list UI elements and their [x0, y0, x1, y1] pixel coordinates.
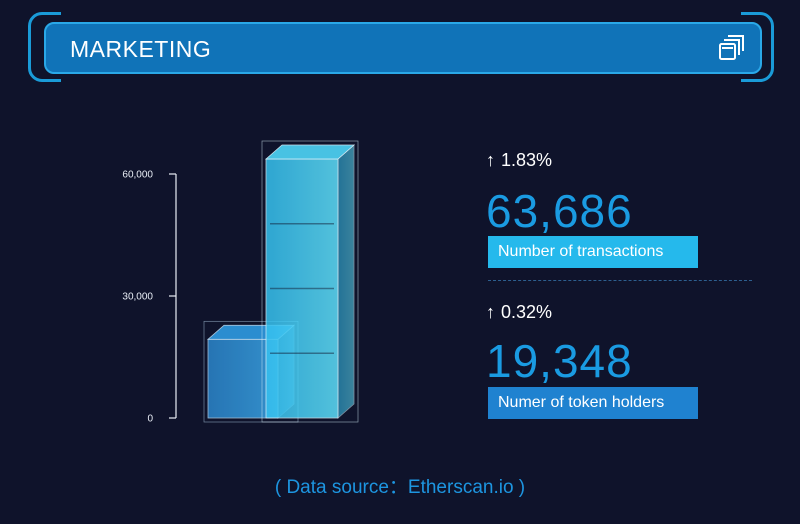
frame-gap: [61, 11, 741, 16]
page-title: MARKETING: [70, 36, 212, 62]
bar: [261, 140, 359, 423]
bar-top: [264, 144, 356, 160]
transactions-change-value: 1.83%: [501, 150, 553, 170]
header-bar: MARKETING: [44, 22, 762, 74]
y-tick-label: 60,000: [122, 170, 153, 181]
y-axis: 0 30,000 60,000: [122, 170, 177, 425]
holders-value: 19,348: [486, 335, 633, 387]
holders-change: ↑ 0.32%: [486, 302, 552, 323]
y-tick-label: 0: [147, 414, 153, 425]
transactions-label: Number of transactions: [488, 236, 698, 268]
transactions-value: 63,686: [486, 185, 633, 237]
data-source: ( Data source：Etherscan.io ): [274, 477, 526, 498]
bar-wireframe: [261, 140, 359, 423]
arrow-up-icon: ↑: [486, 150, 495, 170]
divider: [488, 280, 752, 281]
transactions-change: ↑ 1.83%: [486, 150, 552, 171]
arrow-up-icon: ↑: [486, 302, 495, 322]
copy-windows-icon[interactable]: [716, 34, 746, 64]
holders-label: Numer of token holders: [488, 387, 698, 419]
header-frame: [28, 11, 774, 83]
bar-side: [337, 144, 355, 419]
bar-front: [265, 158, 339, 419]
bars: [203, 140, 359, 423]
frame-gap: [61, 78, 741, 83]
y-tick-label: 30,000: [122, 292, 153, 303]
holders-change-value: 0.32%: [501, 302, 553, 322]
